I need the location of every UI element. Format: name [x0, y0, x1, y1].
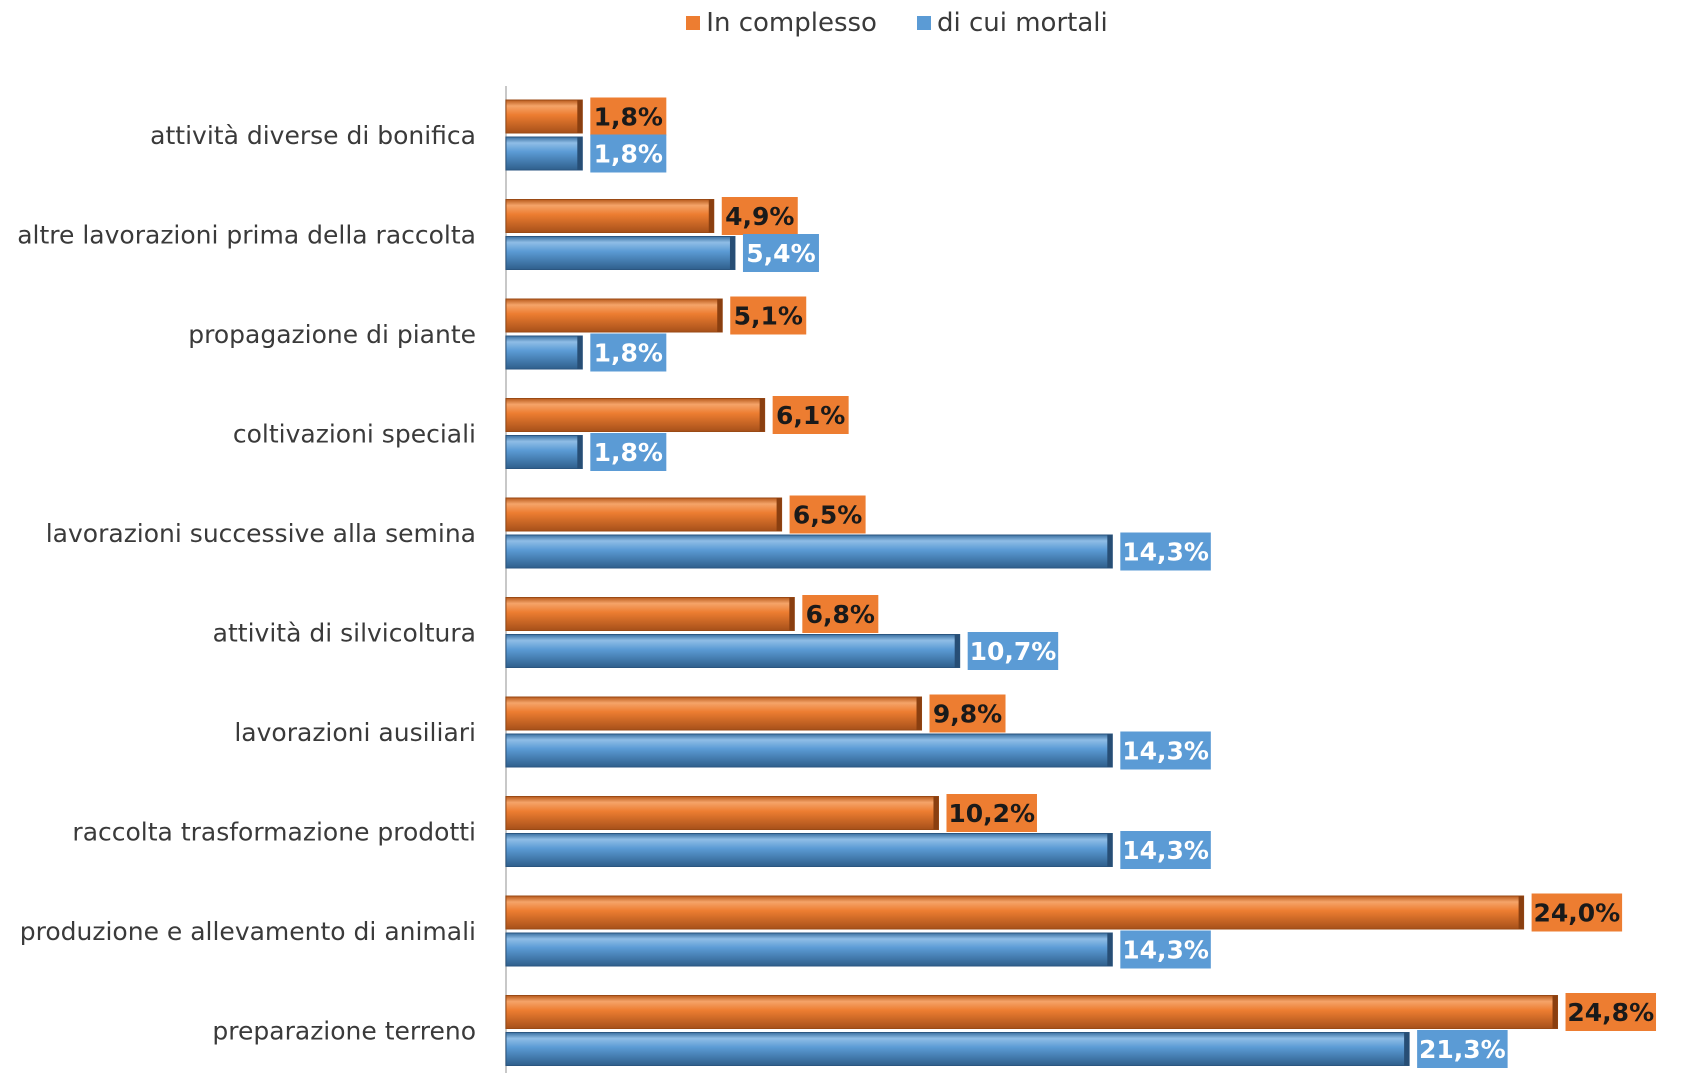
- data-label: 1,8%: [594, 339, 663, 368]
- bar-end-cap: [1107, 933, 1113, 966]
- category-label: lavorazioni successive alla semina: [46, 519, 476, 548]
- bar-end-cap: [789, 597, 795, 631]
- data-label-box: [1120, 731, 1211, 770]
- legend-item-di-cui-mortali[interactable]: di cui mortali: [916, 8, 1108, 38]
- bar-in-complesso: [505, 298, 723, 333]
- bar-end-cap: [729, 236, 735, 270]
- bar-di-cui-mortali: [505, 1032, 1410, 1066]
- data-label: 1,8%: [594, 438, 663, 467]
- bar-in-complesso: [505, 696, 923, 731]
- data-label-box: [946, 794, 1037, 832]
- category-label: raccolta trasformazione prodotti: [72, 818, 476, 847]
- legend-item-in-complesso[interactable]: In complesso: [686, 8, 877, 38]
- bar-di-cui-mortali: [505, 534, 1113, 569]
- bar-di-cui-mortali: [505, 634, 961, 668]
- bar-end-cap: [933, 796, 939, 830]
- data-label-box: [1120, 930, 1211, 969]
- bar-end-cap: [1404, 1032, 1410, 1066]
- bar-end-cap: [577, 435, 583, 469]
- data-label: 1,8%: [594, 140, 663, 169]
- bar-end-cap: [1107, 535, 1113, 568]
- category-label: lavorazioni ausiliari: [234, 718, 476, 747]
- bar-end-cap: [717, 299, 723, 332]
- bar-end-cap: [1107, 833, 1113, 867]
- data-label-box: [590, 333, 667, 372]
- data-label: 6,1%: [776, 401, 845, 430]
- bar-end-cap: [1107, 734, 1113, 767]
- data-label: 14,3%: [1122, 538, 1209, 567]
- bar-end-cap: [916, 697, 922, 730]
- data-label-box: [721, 197, 798, 235]
- data-label: 6,5%: [793, 501, 862, 530]
- bar-di-cui-mortali: [505, 236, 736, 270]
- category-label: altre lavorazioni prima della raccolta: [17, 221, 476, 250]
- bar-end-cap: [577, 336, 583, 369]
- bar-di-cui-mortali: [505, 136, 583, 171]
- data-label-box: [1120, 532, 1211, 571]
- data-label-box: [1531, 893, 1623, 932]
- data-label: 9,8%: [933, 700, 1002, 729]
- bar-di-cui-mortali: [505, 335, 583, 370]
- data-label: 4,9%: [725, 202, 794, 231]
- bar-in-complesso: [505, 497, 783, 532]
- legend: In complesso di cui mortali: [0, 8, 1684, 38]
- bar-end-cap: [759, 398, 765, 432]
- bar-end-cap: [954, 634, 960, 668]
- data-label-box: [789, 495, 866, 534]
- bar-in-complesso: [505, 199, 715, 233]
- bar-end-cap: [577, 100, 583, 133]
- data-label-box: [1417, 1030, 1508, 1068]
- data-label-box: [1565, 993, 1657, 1031]
- data-label: 14,3%: [1122, 836, 1209, 865]
- bar-in-complesso: [505, 597, 795, 631]
- data-label-box: [772, 396, 849, 434]
- data-label: 6,8%: [806, 600, 875, 629]
- data-label-box: [590, 97, 667, 136]
- data-label: 1,8%: [594, 103, 663, 132]
- data-label-box: [929, 694, 1006, 733]
- data-label: 14,3%: [1122, 936, 1209, 965]
- data-label: 24,0%: [1533, 899, 1620, 928]
- data-label-box: [967, 632, 1059, 670]
- category-label: preparazione terreno: [212, 1017, 476, 1046]
- data-label: 10,7%: [970, 637, 1057, 666]
- category-label: attività diverse di bonifica: [150, 121, 476, 150]
- data-label: 10,2%: [948, 799, 1035, 828]
- data-label: 5,4%: [746, 239, 815, 268]
- data-label-box: [590, 134, 667, 173]
- bar-end-cap: [1518, 896, 1524, 929]
- data-label-box: [1120, 831, 1211, 869]
- data-label: 5,1%: [734, 302, 803, 331]
- data-label-box: [730, 296, 807, 335]
- bar-end-cap: [577, 137, 583, 170]
- data-label-box: [802, 595, 879, 633]
- legend-swatch-blue: [916, 16, 931, 30]
- category-label: produzione e allevamento di animali: [20, 917, 476, 946]
- bar-di-cui-mortali: [505, 833, 1113, 867]
- category-label: attività di silvicoltura: [213, 619, 476, 648]
- data-label: 21,3%: [1419, 1035, 1506, 1064]
- bar-in-complesso: [505, 796, 939, 830]
- legend-swatch-orange: [686, 16, 701, 30]
- data-label-box: [742, 234, 819, 272]
- bar-in-complesso: [505, 99, 583, 134]
- legend-label: di cui mortali: [936, 8, 1108, 38]
- data-label: 14,3%: [1122, 737, 1209, 766]
- bar-di-cui-mortali: [505, 435, 583, 469]
- bar-in-complesso: [505, 398, 766, 432]
- legend-label: In complesso: [706, 8, 877, 38]
- bar-in-complesso: [505, 895, 1525, 930]
- bar-di-cui-mortali: [505, 932, 1113, 967]
- category-label: coltivazioni speciali: [233, 420, 476, 449]
- bar-di-cui-mortali: [505, 733, 1113, 768]
- data-label: 24,8%: [1567, 998, 1654, 1027]
- data-label-box: [590, 433, 667, 471]
- category-label: propagazione di piante: [188, 320, 476, 349]
- bar-end-cap: [776, 498, 782, 531]
- bar-end-cap: [1552, 995, 1558, 1029]
- bar-end-cap: [708, 199, 714, 233]
- bar-in-complesso: [505, 995, 1559, 1029]
